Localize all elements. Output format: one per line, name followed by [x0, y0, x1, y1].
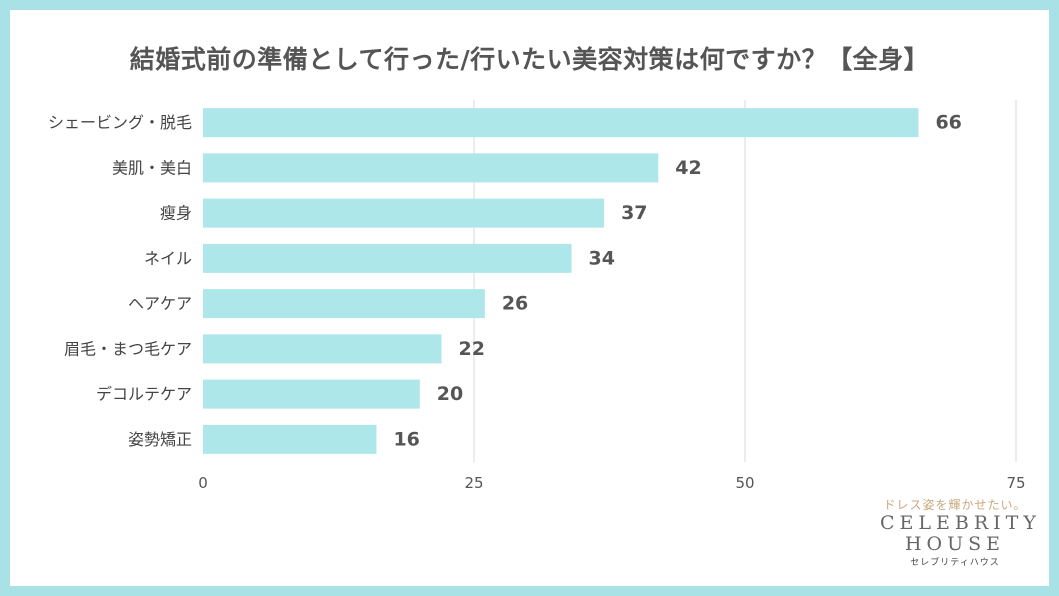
- category-label-6: 眉毛・まつ毛ケア: [64, 339, 192, 358]
- category-label-1: シェービング・脱毛: [48, 113, 192, 132]
- bar-6: [203, 334, 442, 364]
- category-label-4: ネイル: [144, 249, 192, 268]
- value-label-4: 34: [589, 247, 615, 269]
- category-label-8: 姿勢矯正: [128, 430, 192, 449]
- category-label-5: ヘアケア: [128, 294, 192, 313]
- chart-title: 結婚式前の準備として行った/行いたい美容対策は何ですか？【全身】: [129, 45, 930, 74]
- value-label-6: 22: [458, 338, 484, 360]
- bar-4: [203, 243, 572, 273]
- value-label-7: 20: [437, 383, 463, 405]
- x-tick-label-50: 50: [735, 474, 754, 492]
- x-tick-label-25: 25: [464, 474, 483, 492]
- value-label-5: 26: [502, 293, 528, 315]
- category-label-3: 瘦身: [160, 204, 192, 223]
- celebrity-house-logo: ドレス姿を輝かせたい。 CELEBRITY HOUSE セレブリティハウス: [880, 496, 1041, 568]
- value-label-2: 42: [675, 157, 701, 179]
- category-label-2: 美肌・美白: [112, 158, 192, 177]
- bar-8: [203, 424, 377, 454]
- category-label-7: デコルテケア: [96, 385, 192, 404]
- bar-1: [203, 108, 919, 138]
- value-label-8: 16: [393, 428, 419, 450]
- logo-tagline: ドレス姿を輝かせたい。: [883, 498, 1027, 512]
- logo-line-1: CELEBRITY: [880, 512, 1041, 534]
- value-label-3: 37: [621, 202, 647, 224]
- logo-line-2: HOUSE: [904, 533, 1006, 555]
- bar-7: [203, 379, 420, 409]
- x-tick-label-0: 0: [198, 474, 208, 492]
- bar-5: [203, 289, 485, 319]
- value-label-1: 66: [935, 112, 961, 134]
- logo-kana: セレブリティハウス: [910, 558, 1000, 568]
- x-tick-label-75: 75: [1006, 474, 1025, 492]
- bar-3: [203, 198, 605, 228]
- bar-2: [203, 153, 659, 183]
